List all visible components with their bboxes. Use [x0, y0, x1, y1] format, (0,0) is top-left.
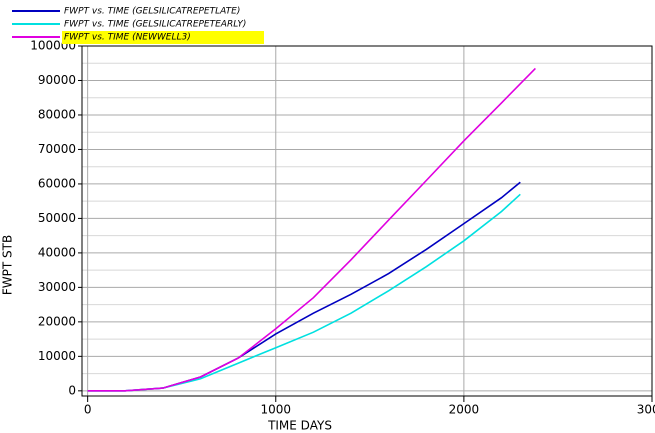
legend-label: FWPT vs. TIME (GELSILICATREPETEARLY)	[64, 20, 246, 30]
series-line	[87, 67, 536, 392]
y-tick-label: 30000	[38, 280, 76, 294]
y-tick-label: 0	[68, 383, 76, 397]
y-tick-label: 50000	[38, 211, 76, 225]
legend-highlight	[62, 31, 264, 44]
y-tick-label: 20000	[38, 314, 76, 328]
legend-label: FWPT vs. TIME (NEWWELL3)	[64, 33, 191, 43]
series-line	[87, 181, 521, 392]
y-tick-label: 80000	[38, 107, 76, 121]
x-tick-label: 0	[84, 403, 92, 417]
legend-label: FWPT vs. TIME (GELSILICATREPETLATE)	[64, 7, 240, 17]
y-axis-label: FWPT STB	[1, 235, 15, 295]
plot-frame	[81, 45, 653, 397]
y-tick-label: 40000	[38, 245, 76, 259]
x-tick-label: 3000	[637, 403, 655, 417]
x-axis-label: TIME DAYS	[267, 419, 332, 433]
x-tick-label: 2000	[449, 403, 480, 417]
y-tick-label: 70000	[38, 142, 76, 156]
y-tick-label: 60000	[38, 176, 76, 190]
series-line	[87, 193, 521, 392]
y-tick-label: 90000	[38, 73, 76, 87]
y-tick-label: 10000	[38, 349, 76, 363]
x-tick-label: 1000	[260, 403, 291, 417]
